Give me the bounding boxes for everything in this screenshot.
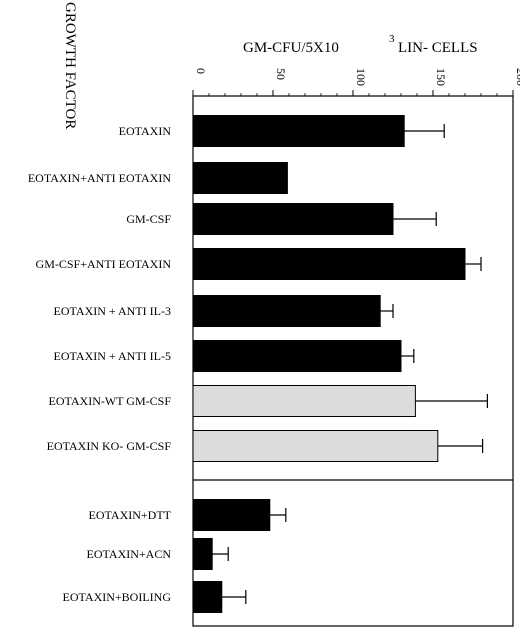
category-label: EOTAXIN+ANTI EOTAXIN <box>28 171 171 185</box>
x-tick-label: 150 <box>434 68 448 86</box>
category-label: EOTAXIN + ANTI IL-5 <box>54 349 171 363</box>
bar <box>192 115 405 147</box>
category-label: EOTAXIN+BOILING <box>63 590 172 604</box>
category-label: GM-CSF+ANTI EOTAXIN <box>36 257 172 271</box>
bar <box>192 340 402 372</box>
bar <box>192 581 223 613</box>
bar <box>192 248 466 280</box>
x-ticks: 0 50 100 150 200 <box>192 68 520 96</box>
category-label: EOTAXIN+ACN <box>87 547 172 561</box>
category-label: EOTAXIN-WT GM-CSF <box>49 394 172 408</box>
bar <box>192 385 416 417</box>
bar <box>192 538 213 570</box>
x-tick-label: 100 <box>354 68 368 86</box>
category-label: EOTAXIN+DTT <box>89 508 172 522</box>
bar <box>192 162 288 194</box>
category-label: EOTAXIN + ANTI IL-3 <box>54 304 171 318</box>
bars <box>192 115 466 613</box>
x-tick-label: 0 <box>194 68 208 74</box>
bar <box>192 203 394 235</box>
category-label: GM-CSF <box>126 212 171 226</box>
chart-title-suffix: LIN- CELLS <box>398 40 478 56</box>
x-tick-label: 200 <box>514 68 520 86</box>
error-bars <box>212 124 488 604</box>
bar <box>192 499 271 531</box>
bar <box>192 295 381 327</box>
y-axis-label: GROWTH FACTOR <box>62 2 78 129</box>
category-label: EOTAXIN <box>119 124 172 138</box>
x-tick-label: 50 <box>274 68 288 80</box>
category-labels: EOTAXIN EOTAXIN+ANTI EOTAXIN GM-CSF GM-CSF+… <box>28 124 172 604</box>
bar <box>192 430 439 462</box>
chart-title-superscript: 3 <box>389 33 395 45</box>
category-label: EOTAXIN KO- GM-CSF <box>47 439 172 453</box>
chart-title: GM-CFU/5X10 <box>243 40 339 56</box>
